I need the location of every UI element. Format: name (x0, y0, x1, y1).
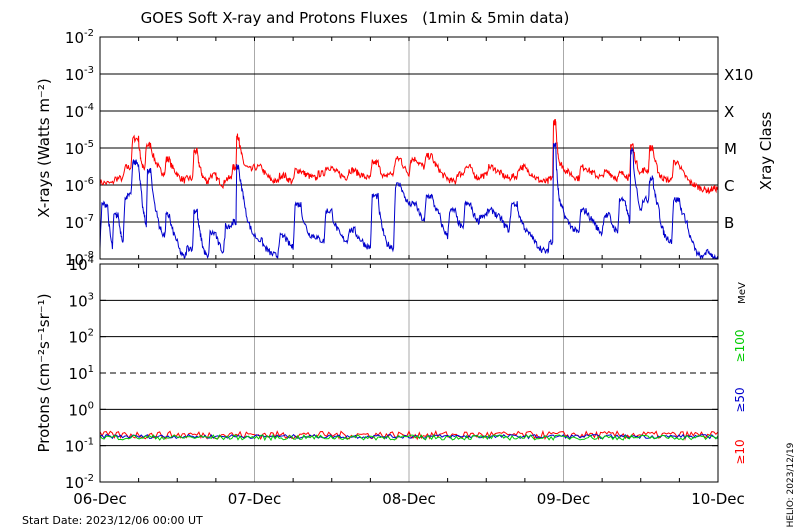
xray-class-label: M (724, 140, 737, 158)
proton-grid (100, 263, 718, 483)
proton-y-axis-label: Protons (cm⁻²s⁻¹sr⁻¹) (35, 293, 53, 452)
y-tick-label: 10-6 (65, 176, 94, 195)
x-tick-label: 09-Dec (537, 490, 591, 508)
y-tick-label: 10-8 (65, 250, 94, 269)
y-tick-label: 101 (69, 364, 94, 383)
proton-legend-entry: ≥100 (733, 330, 747, 363)
proton-legend-entry: ≥50 (733, 387, 747, 412)
y-tick-label: 103 (69, 291, 94, 310)
proton-panel: 104 103 102 101 100 10-1 10-2 Protons (cm⁻²s⁻¹… (35, 255, 748, 492)
y-tick-label: 100 (69, 400, 94, 419)
y-tick-label: 10-5 (65, 139, 94, 158)
xray-y-tick-labels: 10-2 10-3 10-4 10-5 10-6 10-7 10-8 (65, 28, 94, 269)
y-tick-label: 102 (69, 328, 94, 347)
xray-plot-frame (99, 36, 719, 260)
y-tick-label: 10-2 (65, 28, 94, 47)
y-tick-label: 10-2 (65, 473, 94, 492)
xray-class-label: X10 (724, 66, 753, 84)
y-tick-label: 10-3 (65, 65, 94, 84)
xray-class-label: B (724, 214, 734, 232)
proton-y-tick-labels: 104 103 102 101 100 10-1 10-2 (65, 255, 94, 492)
xray-panel: 10-2 10-3 10-4 10-5 10-6 10-7 10-8 X10 X M C B X-r… (35, 28, 775, 482)
proton-legend-unit: MeV (737, 282, 748, 304)
xray-class-labels: X10 X M C B (724, 66, 753, 232)
chart-title: GOES Soft X-ray and Protons Fluxes (1min… (141, 9, 570, 27)
xray-class-label: X (724, 103, 734, 121)
x-tick-label: 08-Dec (382, 490, 436, 508)
helio-credit: HELIO: 2023/12/19 (786, 442, 796, 527)
proton-legend-entry: ≥10 (733, 439, 747, 464)
proton-series (99, 429, 719, 442)
start-date-label: Start Date: 2023/12/06 00:00 UT (22, 514, 203, 527)
xray-series-line (99, 142, 719, 261)
y-tick-label: 104 (69, 255, 94, 274)
x-tick-label: 10-Dec (691, 490, 745, 508)
xray-class-axis-title: Xray Class (757, 111, 775, 190)
xray-class-label: C (724, 177, 734, 195)
x-tick-label: 06-Dec (73, 490, 127, 508)
proton-legend: MeV ≥10 ≥50 ≥100 (733, 282, 748, 465)
xray-series (99, 119, 719, 261)
proton-plot-frame (99, 263, 719, 483)
x-tick-label: 07-Dec (228, 490, 282, 508)
y-tick-label: 10-7 (65, 213, 94, 232)
y-tick-label: 10-1 (65, 437, 94, 456)
proton-series-line (99, 433, 719, 442)
xray-series-line (99, 119, 719, 195)
y-tick-label: 10-4 (65, 102, 94, 121)
xray-y-axis-label: X-rays (Watts m⁻²) (35, 78, 53, 217)
x-tick-labels: 06-Dec 07-Dec 08-Dec 09-Dec 10-Dec (73, 490, 745, 508)
